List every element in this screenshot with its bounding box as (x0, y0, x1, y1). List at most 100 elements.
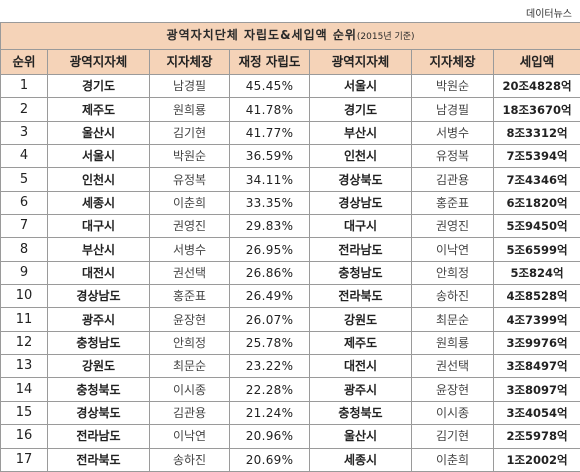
table-title: 광역자치단체 자립도&세입액 순위(2015년 기준) (0, 22, 580, 50)
governor-cell: 이시종 (411, 400, 494, 426)
region-cell: 충청남도 (309, 260, 412, 286)
header-rate: 재정 자립도 (229, 49, 310, 75)
header-region-b: 광역지자체 (309, 49, 412, 75)
revenue-cell: 3조9976억 (492, 330, 580, 356)
region-cell: 인천시 (309, 144, 412, 169)
governor-cell: 윤장현 (411, 377, 494, 402)
title-text: 광역자치단체 자립도&세입액 순위 (166, 28, 357, 42)
governor-cell: 김관용 (149, 400, 230, 426)
governor-cell: 유정복 (411, 144, 494, 169)
fiscal-rate-cell: 34.11% (229, 167, 310, 192)
fiscal-rate-cell: 26.49% (229, 284, 310, 309)
governor-cell: 이춘희 (411, 447, 494, 472)
region-cell: 대구시 (309, 214, 412, 239)
region-cell: 경상북도 (309, 167, 412, 192)
region-cell: 전라남도 (309, 237, 412, 262)
governor-cell: 권선택 (149, 260, 230, 286)
fiscal-rate-cell: 25.78% (229, 330, 310, 356)
fiscal-rate-cell: 29.83% (229, 214, 310, 239)
revenue-cell: 5조9450억 (492, 214, 580, 239)
rank-cell: 4 (0, 144, 48, 169)
revenue-cell: 3조4054억 (492, 400, 580, 426)
governor-cell: 홍준표 (149, 284, 230, 309)
revenue-cell: 1조2002억 (492, 447, 580, 472)
rank-cell: 5 (0, 167, 48, 192)
region-cell: 대전시 (309, 354, 412, 379)
table-row: 1 경기도 남경필 45.45% 서울시 박원순 20조4828억 (0, 73, 580, 99)
revenue-cell: 7조4346억 (492, 167, 580, 192)
table-row: 17 전라북도 송하진 20.69% 세종시 이춘희 1조2002억 (0, 447, 580, 472)
fiscal-rate-cell: 26.07% (229, 307, 310, 332)
governor-cell: 안희정 (149, 330, 230, 356)
fiscal-rate-cell: 45.45% (229, 73, 310, 99)
governor-cell: 홍준표 (411, 190, 494, 216)
region-cell: 경기도 (47, 73, 150, 99)
governor-cell: 윤장현 (149, 307, 230, 332)
table-row: 5 인천시 유정복 34.11% 경상북도 김관용 7조4346억 (0, 167, 580, 192)
rank-cell: 14 (0, 377, 48, 402)
region-cell: 전라북도 (309, 284, 412, 309)
rank-cell: 1 (0, 73, 48, 99)
revenue-cell: 3조8497억 (492, 354, 580, 379)
governor-cell: 송하진 (149, 447, 230, 472)
governor-cell: 서병수 (411, 120, 494, 146)
revenue-cell: 18조3670억 (492, 97, 580, 122)
table-row: 6 세종시 이춘희 33.35% 경상남도 홍준표 6조1820억 (0, 190, 580, 216)
header-head-b: 지자체장 (411, 49, 494, 75)
region-cell: 광주시 (47, 307, 150, 332)
rank-cell: 17 (0, 447, 48, 472)
rank-cell: 11 (0, 307, 48, 332)
governor-cell: 김관용 (411, 167, 494, 192)
governor-cell: 유정복 (149, 167, 230, 192)
revenue-cell: 4조8528억 (492, 284, 580, 309)
table-row: 14 충청북도 이시종 22.28% 광주시 윤장현 3조8097억 (0, 377, 580, 402)
rank-cell: 13 (0, 354, 48, 379)
governor-cell: 송하진 (411, 284, 494, 309)
governor-cell: 안희정 (411, 260, 494, 286)
rank-cell: 15 (0, 400, 48, 426)
governor-cell: 이낙연 (411, 237, 494, 262)
region-cell: 경상남도 (47, 284, 150, 309)
rank-cell: 8 (0, 237, 48, 262)
region-cell: 서울시 (47, 144, 150, 169)
fiscal-rate-cell: 33.35% (229, 190, 310, 216)
governor-cell: 김기현 (149, 120, 230, 146)
governor-cell: 권영진 (411, 214, 494, 239)
table-row: 12 충청남도 안희정 25.78% 제주도 원희룡 3조9976억 (0, 330, 580, 356)
region-cell: 인천시 (47, 167, 150, 192)
revenue-cell: 2조5978억 (492, 424, 580, 449)
header-revenue: 세입액 (492, 49, 580, 75)
header-rank: 순위 (0, 49, 48, 75)
fiscal-rate-cell: 36.59% (229, 144, 310, 169)
revenue-cell: 7조5394억 (492, 144, 580, 169)
region-cell: 대구시 (47, 214, 150, 239)
fiscal-rate-cell: 21.24% (229, 400, 310, 426)
region-cell: 경상북도 (47, 400, 150, 426)
fiscal-rate-cell: 26.86% (229, 260, 310, 286)
region-cell: 충청북도 (47, 377, 150, 402)
revenue-cell: 5조824억 (492, 260, 580, 286)
table-row: 2 제주도 원희룡 41.78% 경기도 남경필 18조3670억 (0, 97, 580, 122)
region-cell: 전라북도 (47, 447, 150, 472)
governor-cell: 권영진 (149, 214, 230, 239)
rank-cell: 3 (0, 120, 48, 146)
governor-cell: 박원순 (411, 73, 494, 99)
governor-cell: 서병수 (149, 237, 230, 262)
table-row: 8 부산시 서병수 26.95% 전라남도 이낙연 5조6599억 (0, 237, 580, 262)
region-cell: 제주도 (47, 97, 150, 122)
rank-cell: 16 (0, 424, 48, 449)
region-cell: 경기도 (309, 97, 412, 122)
region-cell: 강원도 (47, 354, 150, 379)
header-row: 순위 광역지자체 지자체장 재정 자립도 광역지자체 지자체장 세입액 (0, 49, 580, 75)
rank-cell: 12 (0, 330, 48, 356)
table-row: 13 강원도 최문순 23.22% 대전시 권선택 3조8497억 (0, 354, 580, 379)
fiscal-rate-cell: 23.22% (229, 354, 310, 379)
table-row: 3 울산시 김기현 41.77% 부산시 서병수 8조3312억 (0, 120, 580, 146)
table-row: 10 경상남도 홍준표 26.49% 전라북도 송하진 4조8528억 (0, 284, 580, 309)
fiscal-rate-cell: 41.77% (229, 120, 310, 146)
table-row: 11 광주시 윤장현 26.07% 강원도 최문순 4조7399억 (0, 307, 580, 332)
table-row: 4 서울시 박원순 36.59% 인천시 유정복 7조5394억 (0, 144, 580, 169)
rank-cell: 2 (0, 97, 48, 122)
revenue-cell: 8조3312억 (492, 120, 580, 146)
fiscal-rate-cell: 20.96% (229, 424, 310, 449)
